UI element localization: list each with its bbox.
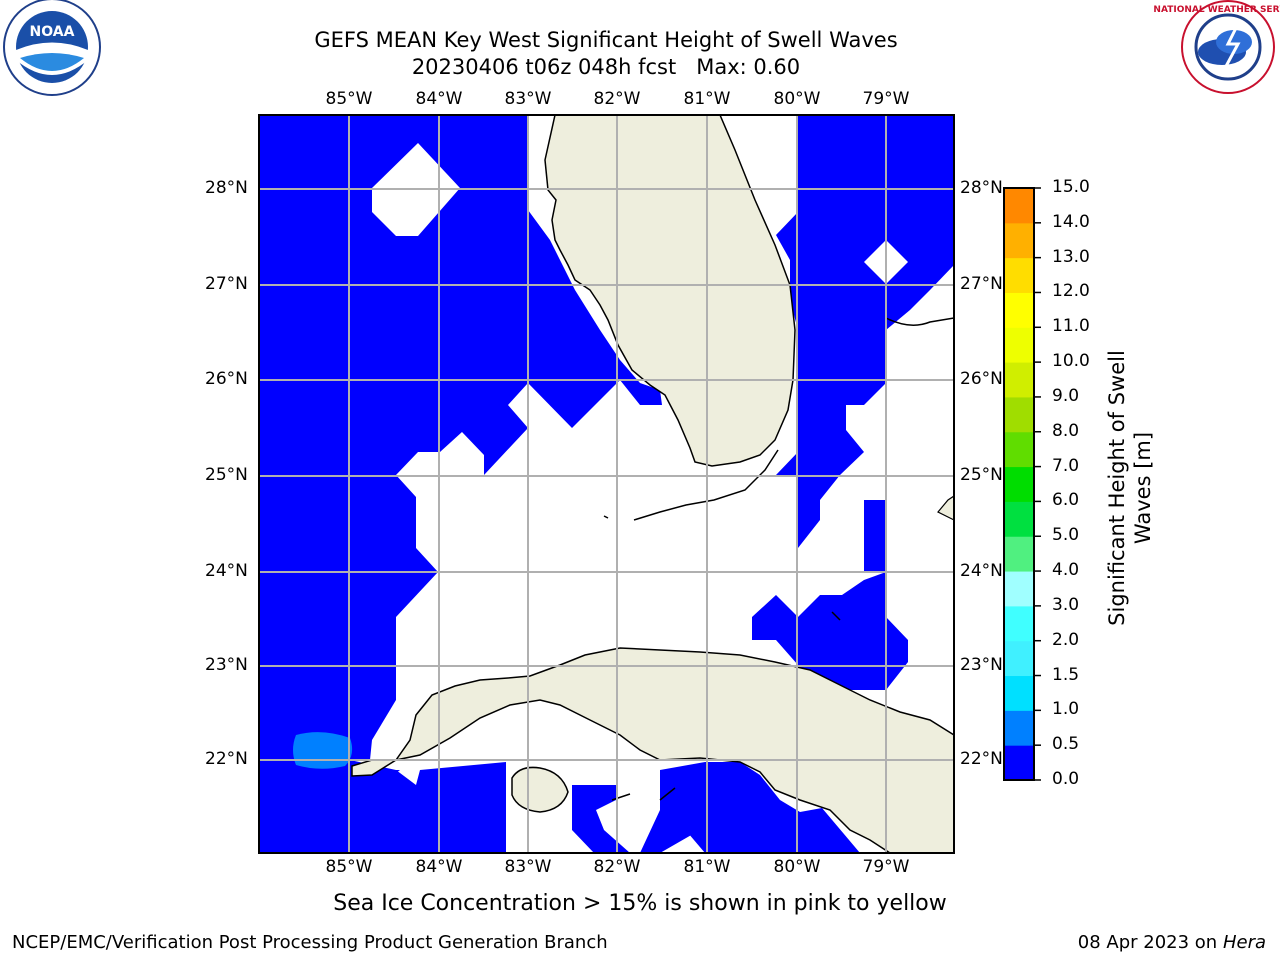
colorbar-band bbox=[1004, 362, 1034, 398]
lat-label-left-23n: 23°N bbox=[205, 655, 248, 675]
chart-title: GEFS MEAN Key West Significant Height of… bbox=[314, 28, 898, 52]
colorbar-title-line1: Significant Height of Swell bbox=[1105, 350, 1129, 626]
lon-label-bottom-81w: 81°W bbox=[683, 857, 731, 877]
colorbar-tick-label: 7.0 bbox=[1052, 455, 1080, 476]
colorbar-band bbox=[1004, 257, 1034, 293]
colorbar-band bbox=[1004, 571, 1034, 607]
lon-label-top-85w: 85°W bbox=[325, 89, 373, 109]
lon-label-top-79w: 79°W bbox=[862, 89, 910, 109]
date-credit: 08 Apr 2023 on Hera bbox=[1078, 932, 1266, 953]
lat-label-left-25n: 25°N bbox=[205, 465, 248, 485]
lat-label-left-24n: 24°N bbox=[205, 561, 248, 581]
colorbar-tick-label: 9.0 bbox=[1052, 385, 1080, 406]
lon-label-bottom-85w: 85°W bbox=[325, 857, 373, 877]
colorbar-tick-label: 5.0 bbox=[1052, 525, 1080, 546]
colorbar-band bbox=[1004, 188, 1034, 224]
colorbar-tick-label: 0.5 bbox=[1052, 734, 1080, 755]
colorbar-tick-label: 6.0 bbox=[1052, 490, 1080, 511]
colorbar-band bbox=[1004, 710, 1034, 746]
lon-label-bottom-80w: 80°W bbox=[773, 857, 821, 877]
colorbar-tick-label: 8.0 bbox=[1052, 420, 1080, 441]
lat-label-right-23n: 23°N bbox=[960, 655, 1003, 675]
colorbar-tick-label: 2.0 bbox=[1052, 629, 1080, 650]
colorbar-title: Significant Height of Swell Waves [m] bbox=[1104, 348, 1156, 628]
lat-label-right-27n: 27°N bbox=[960, 274, 1003, 294]
colorbar-tick-label: 4.0 bbox=[1052, 560, 1080, 581]
lon-label-top-84w: 84°W bbox=[415, 89, 463, 109]
colorbar-band bbox=[1004, 222, 1034, 259]
swell-patch-0-5m bbox=[293, 732, 353, 769]
colorbar-tick-label: 15.0 bbox=[1052, 177, 1090, 197]
florida-land bbox=[544, 115, 796, 467]
lon-label-bottom-83w: 83°W bbox=[504, 857, 552, 877]
colorbar-band bbox=[1004, 640, 1034, 677]
colorbar-band bbox=[1004, 536, 1034, 572]
map-frame bbox=[258, 114, 955, 854]
colorbar-tick-label: 13.0 bbox=[1052, 246, 1090, 267]
colorbar-band bbox=[1004, 501, 1034, 537]
lat-label-left-22n: 22°N bbox=[205, 749, 248, 769]
colorbar-band bbox=[1004, 745, 1034, 781]
lat-label-right-26n: 26°N bbox=[960, 369, 1003, 389]
date-text: 08 Apr 2023 on bbox=[1077, 932, 1223, 953]
colorbar bbox=[1004, 188, 1034, 781]
colorbar-title-line2: Waves [m] bbox=[1131, 431, 1155, 545]
lat-label-right-28n: 28°N bbox=[960, 178, 1003, 198]
noaa-logo-text: NOAA bbox=[30, 24, 75, 40]
lon-label-top-82w: 82°W bbox=[593, 89, 641, 109]
national-weather-service-logo: NATIONAL WEATHER SERVICE bbox=[1153, 0, 1280, 94]
lon-label-top-81w: 81°W bbox=[683, 89, 731, 109]
sea-ice-note: Sea Ice Concentration > 15% is shown in … bbox=[333, 891, 947, 916]
colorbar-tick-label: 1.0 bbox=[1052, 699, 1080, 720]
colorbar-band bbox=[1004, 292, 1034, 328]
graticule bbox=[259, 115, 954, 853]
colorbar-band bbox=[1004, 396, 1034, 433]
cuba-land bbox=[351, 647, 954, 853]
colorbar-tick-label: 1.5 bbox=[1052, 664, 1080, 685]
lon-label-top-83w: 83°W bbox=[504, 89, 552, 109]
colorbar-tick-label: 3.0 bbox=[1052, 594, 1080, 615]
noaa-logo: NOAA bbox=[3, 0, 101, 96]
lon-label-bottom-84w: 84°W bbox=[415, 857, 463, 877]
lat-label-right-24n: 24°N bbox=[960, 561, 1003, 581]
lat-label-left-27n: 27°N bbox=[205, 274, 248, 294]
host-name: Hera bbox=[1222, 932, 1266, 953]
lat-label-left-26n: 26°N bbox=[205, 369, 248, 389]
lat-label-right-25n: 25°N bbox=[960, 465, 1003, 485]
nws-logo-text: NATIONAL WEATHER SERVICE bbox=[1153, 5, 1280, 15]
lon-label-bottom-82w: 82°W bbox=[593, 857, 641, 877]
lon-label-bottom-79w: 79°W bbox=[862, 857, 910, 877]
credit-text: NCEP/EMC/Verification Post Processing Pr… bbox=[12, 932, 608, 953]
colorbar-tick-label: 0.0 bbox=[1052, 769, 1080, 789]
colorbar-tick-label: 14.0 bbox=[1052, 211, 1090, 232]
lon-label-top-80w: 80°W bbox=[773, 89, 821, 109]
swell-field bbox=[259, 115, 954, 853]
colorbar-band bbox=[1004, 605, 1034, 642]
colorbar-tick-label: 12.0 bbox=[1052, 281, 1090, 302]
colorbar-band bbox=[1004, 431, 1034, 468]
colorbar-band bbox=[1004, 675, 1034, 711]
colorbar-band bbox=[1004, 466, 1034, 502]
colorbar-tick-label: 11.0 bbox=[1052, 316, 1090, 337]
lat-label-left-28n: 28°N bbox=[205, 178, 248, 198]
colorbar-tick-label: 10.0 bbox=[1052, 351, 1090, 372]
lat-label-right-22n: 22°N bbox=[960, 749, 1003, 769]
colorbar-band bbox=[1004, 327, 1034, 363]
chart-subtitle: 20230406 t06z 048h fcst Max: 0.60 bbox=[411, 55, 801, 79]
map-plot bbox=[259, 115, 954, 853]
